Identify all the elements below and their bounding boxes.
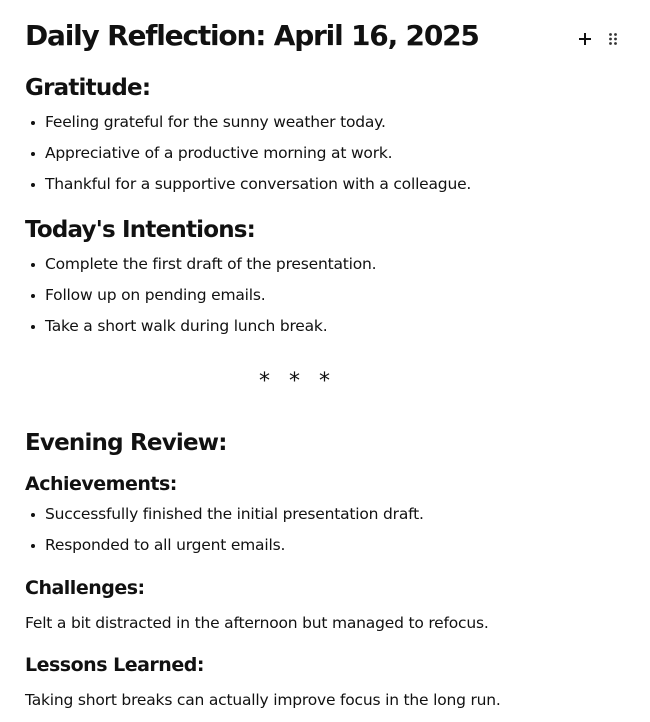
list-item[interactable]: Thankful for a supportive conversation w… — [25, 169, 625, 200]
bullet-icon — [31, 325, 35, 329]
challenges-text[interactable]: Felt a bit distracted in the afternoon b… — [25, 614, 489, 632]
bullet-icon — [31, 513, 35, 517]
gratitude-list: Feeling grateful for the sunny weather t… — [25, 107, 625, 200]
list-item[interactable]: Complete the first draft of the presenta… — [25, 249, 625, 280]
list-item-text: Feeling grateful for the sunny weather t… — [45, 113, 386, 131]
block-controls — [578, 29, 620, 49]
evening-review-heading[interactable]: Evening Review: — [25, 430, 227, 456]
list-item[interactable]: Feeling grateful for the sunny weather t… — [25, 107, 625, 138]
lessons-learned-text[interactable]: Taking short breaks can actually improve… — [25, 691, 501, 709]
list-item[interactable]: Successfully finished the initial presen… — [25, 499, 625, 530]
list-item-text: Complete the first draft of the presenta… — [45, 255, 377, 273]
intentions-list: Complete the first draft of the presenta… — [25, 249, 625, 342]
bullet-icon — [31, 152, 35, 156]
list-item[interactable]: Follow up on pending emails. — [25, 280, 625, 311]
achievements-list: Successfully finished the initial presen… — [25, 499, 625, 561]
list-item-text: Thankful for a supportive conversation w… — [45, 175, 472, 193]
gratitude-heading[interactable]: Gratitude: — [25, 75, 151, 101]
list-item-text: Follow up on pending emails. — [45, 286, 266, 304]
add-block-icon[interactable] — [578, 29, 592, 49]
list-item-text: Successfully finished the initial presen… — [45, 505, 424, 523]
document: Daily Reflection: April 16, 2025 — [25, 0, 625, 712]
list-item[interactable]: Take a short walk during lunch break. — [25, 311, 625, 342]
bullet-icon — [31, 294, 35, 298]
list-item[interactable]: Responded to all urgent emails. — [25, 530, 625, 561]
page-title[interactable]: Daily Reflection: April 16, 2025 — [25, 19, 480, 52]
drag-handle-icon[interactable] — [606, 29, 620, 49]
list-item-text: Appreciative of a productive morning at … — [45, 144, 393, 162]
list-item-text: Responded to all urgent emails. — [45, 536, 286, 554]
challenges-heading[interactable]: Challenges: — [25, 577, 145, 599]
title-block: Daily Reflection: April 16, 2025 — [25, 0, 625, 64]
bullet-icon — [31, 263, 35, 267]
achievements-heading[interactable]: Achievements: — [25, 473, 177, 495]
list-item-text: Take a short walk during lunch break. — [45, 317, 328, 335]
intentions-heading[interactable]: Today's Intentions: — [25, 217, 256, 243]
section-divider[interactable]: * * * — [259, 369, 336, 394]
list-item[interactable]: Appreciative of a productive morning at … — [25, 138, 625, 169]
bullet-icon — [31, 544, 35, 548]
bullet-icon — [31, 121, 35, 125]
lessons-learned-heading[interactable]: Lessons Learned: — [25, 654, 204, 676]
bullet-icon — [31, 183, 35, 187]
